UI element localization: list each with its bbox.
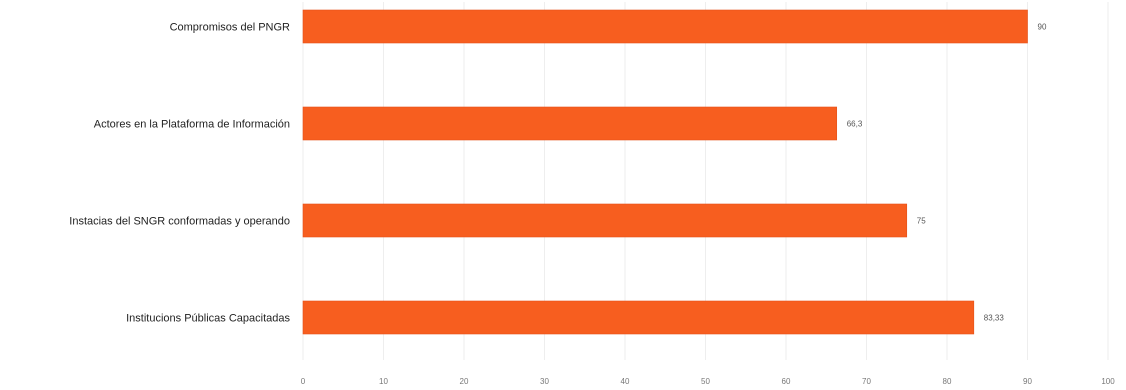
- gridlines: [302, 2, 1109, 360]
- bar-3: [302, 300, 975, 335]
- x-axis-ticks: 0 10 20 30 40 50 60 70 80 90 100: [301, 377, 1115, 386]
- data-label-0: 90: [1038, 23, 1047, 32]
- category-labels: Compromisos del PNGR Actores en la Plataf…: [69, 22, 290, 325]
- x-tick-label-8: 80: [943, 377, 952, 386]
- x-tick-label-9: 90: [1023, 377, 1032, 386]
- x-tick-label-5: 50: [701, 377, 710, 386]
- x-tick-label-0: 0: [301, 377, 306, 386]
- category-label-1: Actores en la Plataforma de Información: [94, 119, 290, 131]
- category-label-0: Compromisos del PNGR: [170, 22, 290, 34]
- bar-1: [302, 106, 838, 141]
- bars: [302, 9, 1028, 335]
- category-label-2: Instacias del SNGR conformadas y operand…: [69, 216, 290, 228]
- x-tick-label-4: 40: [621, 377, 630, 386]
- x-tick-label-1: 10: [379, 377, 388, 386]
- bar-2: [302, 203, 908, 238]
- x-tick-label-2: 20: [460, 377, 469, 386]
- bar-0: [302, 9, 1028, 44]
- data-labels: 90 66,3 75 83,33: [847, 23, 1047, 323]
- x-tick-label-10: 100: [1101, 377, 1115, 386]
- x-tick-label-7: 70: [862, 377, 871, 386]
- x-tick-label-3: 30: [540, 377, 549, 386]
- data-label-1: 66,3: [847, 120, 863, 129]
- category-label-3: Institucions Públicas Capacitadas: [126, 313, 290, 325]
- data-label-2: 75: [917, 217, 926, 226]
- data-label-3: 83,33: [984, 314, 1005, 323]
- x-tick-label-6: 60: [782, 377, 791, 386]
